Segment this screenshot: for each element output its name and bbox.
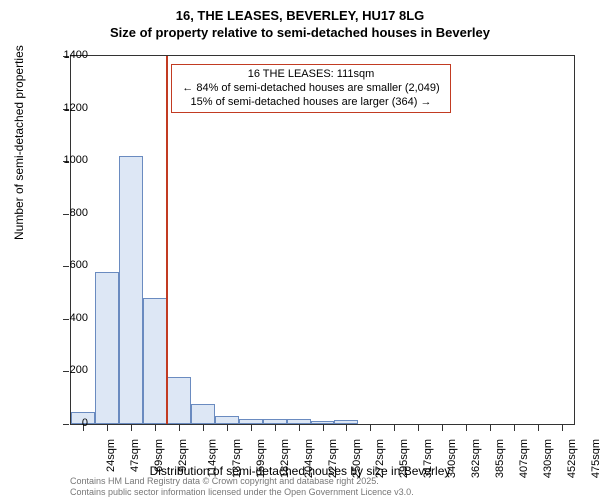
x-tick-label: 137sqm [231, 439, 243, 478]
footer-line-2: Contains public sector information licen… [70, 487, 414, 498]
x-tick-label: 362sqm [470, 439, 482, 478]
y-tick-label: 1000 [48, 154, 88, 166]
marker-line [166, 56, 168, 424]
plot-area: 16 THE LEASES: 111sqm ← 84% of semi-deta… [70, 55, 575, 425]
x-tick-label: 227sqm [327, 439, 339, 478]
x-tick [418, 425, 419, 431]
histogram-bar [215, 416, 239, 424]
x-tick [490, 425, 491, 431]
title-line-1: 16, THE LEASES, BEVERLEY, HU17 8LG [0, 8, 600, 25]
x-tick-label: 114sqm [206, 439, 218, 477]
y-tick-label: 400 [48, 312, 88, 324]
x-tick [466, 425, 467, 431]
annotation-line-3: 15% of semi-detached houses are larger (… [178, 96, 444, 110]
x-tick-label: 272sqm [375, 439, 387, 478]
y-axis-label: Number of semi-detached properties [12, 45, 26, 240]
footer-attribution: Contains HM Land Registry data © Crown c… [70, 476, 414, 498]
annotation-box: 16 THE LEASES: 111sqm ← 84% of semi-deta… [171, 64, 451, 113]
y-tick-label: 1400 [48, 49, 88, 61]
histogram-bar [311, 421, 335, 424]
x-tick [514, 425, 515, 431]
y-tick-label: 1200 [48, 102, 88, 114]
x-tick-label: 407sqm [518, 439, 530, 478]
y-tick-label: 0 [48, 417, 88, 429]
x-tick-label: 47sqm [129, 439, 141, 472]
title-line-2: Size of property relative to semi-detach… [0, 25, 600, 42]
chart-container: 16, THE LEASES, BEVERLEY, HU17 8LG Size … [0, 0, 600, 500]
x-tick [275, 425, 276, 431]
y-tick-label: 200 [48, 364, 88, 376]
x-tick-label: 159sqm [255, 439, 267, 478]
x-tick-label: 340sqm [446, 439, 458, 478]
histogram-bar [167, 377, 191, 424]
x-tick [227, 425, 228, 431]
histogram-bar [143, 298, 167, 424]
x-tick [370, 425, 371, 431]
x-tick [394, 425, 395, 431]
histogram-bar [334, 420, 358, 424]
x-tick-label: 430sqm [542, 439, 554, 478]
annotation-line-1: 16 THE LEASES: 111sqm [178, 68, 444, 82]
x-tick [538, 425, 539, 431]
x-tick-label: 204sqm [303, 439, 315, 478]
x-tick [562, 425, 563, 431]
x-tick [442, 425, 443, 431]
histogram-bar [191, 404, 215, 424]
x-tick-label: 452sqm [566, 439, 578, 478]
annotation-line-2: ← 84% of semi-detached houses are smalle… [178, 82, 444, 96]
histogram-bar [239, 419, 263, 424]
x-tick [155, 425, 156, 431]
histogram-bar [263, 419, 287, 424]
x-tick [179, 425, 180, 431]
histogram-bar [119, 156, 143, 424]
x-tick-label: 317sqm [422, 439, 434, 478]
x-tick-label: 250sqm [351, 439, 363, 478]
x-tick [251, 425, 252, 431]
y-tick-label: 800 [48, 207, 88, 219]
x-tick [323, 425, 324, 431]
histogram-bar [95, 272, 119, 424]
x-tick [131, 425, 132, 431]
x-tick-label: 475sqm [590, 439, 600, 478]
x-tick-label: 69sqm [153, 439, 165, 472]
x-tick-label: 295sqm [399, 439, 411, 478]
x-tick-label: 24sqm [105, 439, 117, 472]
x-tick [299, 425, 300, 431]
chart-title: 16, THE LEASES, BEVERLEY, HU17 8LG Size … [0, 0, 600, 42]
x-tick [107, 425, 108, 431]
histogram-bar [287, 419, 311, 424]
x-tick-label: 182sqm [279, 439, 291, 478]
x-tick [346, 425, 347, 431]
x-tick [203, 425, 204, 431]
y-tick-label: 600 [48, 259, 88, 271]
x-tick-label: 385sqm [494, 439, 506, 478]
x-tick-label: 92sqm [177, 439, 189, 472]
